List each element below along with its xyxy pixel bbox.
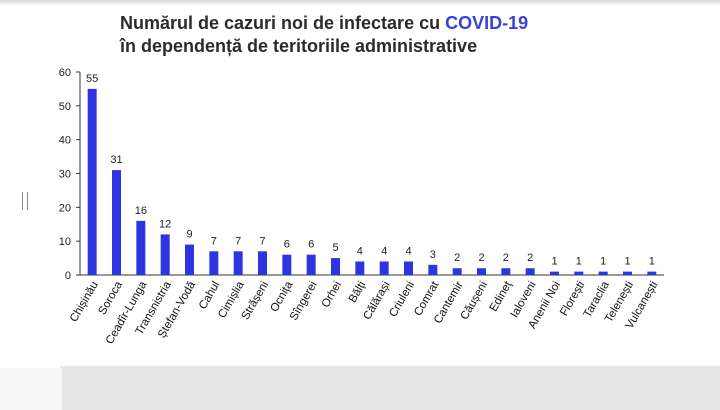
data-label: 1: [551, 256, 557, 268]
title-accent: COVID-19: [445, 13, 529, 33]
bar: [233, 251, 243, 275]
bar: [136, 220, 146, 275]
top-shadow: [0, 0, 720, 6]
bar: [428, 264, 438, 275]
data-label: 2: [527, 252, 533, 264]
title-line-2: în dependență de teritoriile administrat…: [120, 36, 478, 56]
data-label: 2: [454, 252, 460, 264]
y-axis: 0 10 20 30 40 50 60: [59, 67, 81, 282]
title-line-1: Numărul de cazuri noi de infectare cu CO…: [120, 12, 680, 35]
category-label: Chișinău: [68, 280, 101, 325]
bar: [282, 254, 292, 275]
y-tick-label: 60: [59, 67, 71, 79]
bar: [355, 261, 365, 275]
bars: [87, 88, 657, 276]
data-label: 4: [357, 245, 363, 257]
bar: [185, 244, 194, 275]
bar: [452, 268, 462, 275]
data-label: 1: [624, 256, 630, 268]
bottom-left-panel: [0, 368, 62, 410]
data-label: 16: [135, 205, 147, 217]
bar: [525, 268, 535, 275]
bar: [112, 170, 121, 275]
bar: [598, 271, 608, 275]
bar: [209, 251, 219, 275]
data-label: 12: [159, 218, 171, 230]
bar: [550, 271, 559, 275]
data-label: 1: [576, 256, 582, 268]
bar: [306, 254, 316, 275]
data-label: 31: [110, 154, 122, 166]
y-tick-label: 20: [59, 202, 71, 214]
bar: [404, 261, 413, 275]
bar: [647, 271, 657, 275]
data-label: 9: [186, 229, 192, 241]
data-label: 7: [211, 235, 217, 247]
category-label: Orhei: [320, 280, 344, 310]
data-label: 6: [308, 239, 314, 251]
data-label: 6: [284, 239, 290, 251]
bar: [331, 258, 340, 275]
data-label: 1: [649, 256, 655, 268]
y-tick-label: 30: [59, 169, 71, 181]
data-label: 2: [503, 252, 509, 264]
data-label: 7: [259, 235, 265, 247]
bar: [623, 271, 632, 275]
y-tick-label: 10: [59, 236, 71, 248]
bar: [160, 234, 170, 275]
data-label: 2: [478, 252, 484, 264]
chart-title: Numărul de cazuri noi de infectare cu CO…: [120, 12, 680, 58]
bar: [258, 251, 267, 275]
data-labels: 55 31 16 12 9 7 7 7 6 6 5 4 4 4 3 2 2 2 2 1 1 1 1 1: [86, 73, 655, 268]
data-label: 7: [235, 235, 241, 247]
data-label: 55: [86, 73, 98, 85]
bar: [501, 268, 511, 275]
bottom-band: [60, 366, 720, 410]
data-label: 3: [430, 249, 436, 261]
category-label: Cahul: [197, 280, 222, 312]
y-tick-label: 0: [65, 270, 71, 282]
bar: [477, 268, 486, 275]
data-label: 4: [381, 245, 387, 257]
bar: [379, 261, 389, 275]
bar: [574, 271, 584, 275]
side-marker: [22, 192, 28, 210]
bar: [87, 88, 97, 276]
category-labels: ChișinăuSorocaCeadîr-LungaTransnistriaȘt…: [68, 279, 660, 347]
data-label: 5: [332, 242, 338, 254]
data-label: 4: [405, 245, 411, 257]
category-label: Bălți: [347, 280, 369, 305]
data-label: 1: [600, 256, 606, 268]
y-tick-label: 40: [59, 135, 71, 147]
y-tick-label: 50: [59, 101, 71, 113]
title-line-1-prefix: Numărul de cazuri noi de infectare cu: [120, 13, 446, 33]
